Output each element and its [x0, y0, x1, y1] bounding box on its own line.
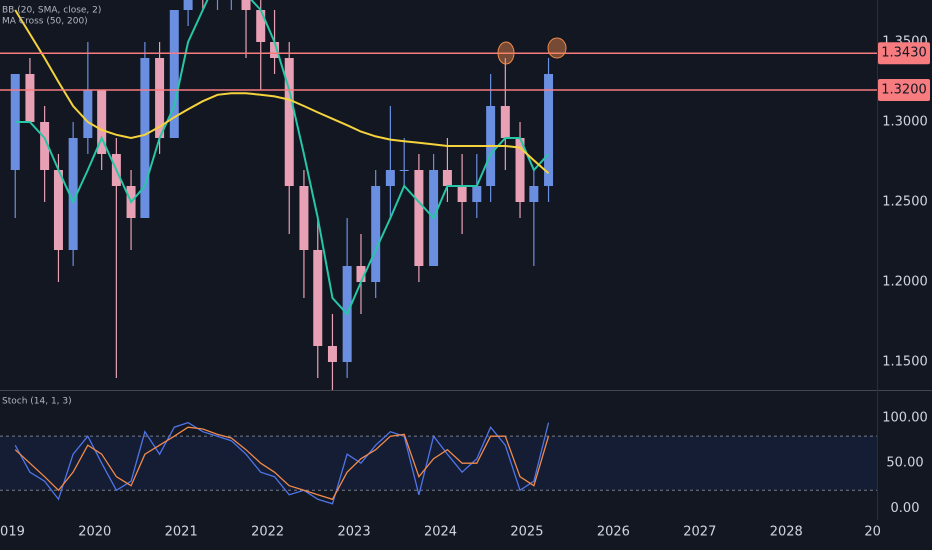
- y-tick-label: 1.2000: [882, 275, 928, 290]
- candle-body: [53, 170, 63, 250]
- candle-body: [97, 90, 107, 154]
- candle-body: [544, 74, 554, 186]
- candle-body: [169, 10, 179, 138]
- x-tick-label: 20: [864, 525, 881, 540]
- candle-body: [241, 0, 251, 10]
- level-label-box: [878, 42, 930, 65]
- level-label: 1.3200: [881, 83, 927, 98]
- candle-body: [457, 186, 467, 202]
- stoch-tick-label: 100.00: [882, 411, 928, 426]
- x-tick-label: 2023: [338, 525, 371, 540]
- candle-body: [371, 186, 381, 282]
- candle-body: [183, 0, 193, 10]
- y-tick-label: 1.1500: [882, 355, 928, 370]
- candle-body: [256, 10, 266, 42]
- level-label: 1.3430: [881, 46, 927, 61]
- candle-body: [284, 58, 294, 186]
- candle-body: [140, 58, 150, 218]
- candle-body: [40, 122, 50, 170]
- x-tick-label: 2019: [0, 525, 25, 540]
- candle-body: [327, 346, 337, 362]
- x-tick-label: 2026: [597, 525, 630, 540]
- indicator-title: Stoch (14, 1, 3): [2, 397, 72, 407]
- highlight-circle: [547, 37, 567, 59]
- candle-body: [472, 186, 482, 202]
- stoch-band: [0, 436, 877, 491]
- candle-body: [25, 74, 35, 122]
- stoch-pane: [0, 421, 877, 505]
- x-tick-label: 2021: [165, 525, 198, 540]
- y-tick-label: 1.3000: [882, 115, 928, 130]
- candle-body: [155, 58, 165, 138]
- candle-body: [83, 90, 93, 138]
- candle-body: [515, 138, 525, 202]
- candle-body: [399, 170, 409, 171]
- x-tick-label: 2025: [510, 525, 543, 540]
- stoch-line: [14, 421, 550, 505]
- moving-average: [15, 0, 550, 316]
- x-tick-label: 2024: [424, 525, 457, 540]
- moving-average: [14, 9, 550, 174]
- level-label-box: [878, 79, 930, 101]
- axes: 1.15001.20001.25001.30001.35002019202020…: [0, 35, 930, 540]
- x-tick-label: 2028: [770, 525, 803, 540]
- x-tick-label: 2027: [683, 525, 716, 540]
- candle-body: [414, 170, 424, 266]
- candle-body: [313, 250, 323, 346]
- candle-body: [356, 266, 366, 282]
- stoch-tick-label: 50.00: [886, 456, 923, 471]
- stoch-tick-label: 0.00: [891, 501, 920, 516]
- y-tick-label: 1.2500: [882, 195, 928, 210]
- stoch-line: [14, 426, 550, 501]
- candle-body: [299, 186, 309, 250]
- x-tick-label: 2022: [251, 525, 284, 540]
- highlight-circle: [497, 41, 515, 65]
- indicator-title: MA Cross (50, 200): [2, 17, 88, 27]
- candle-body: [385, 170, 395, 186]
- indicator-title: BB (20, SMA, close, 2): [2, 6, 101, 16]
- candle-body: [529, 186, 539, 202]
- candle-body: [500, 106, 510, 138]
- candle-body: [442, 170, 452, 186]
- candle-body: [68, 138, 78, 250]
- candle-body: [270, 42, 280, 58]
- x-tick-label: 2020: [78, 525, 111, 540]
- price-pane: [10, 0, 554, 390]
